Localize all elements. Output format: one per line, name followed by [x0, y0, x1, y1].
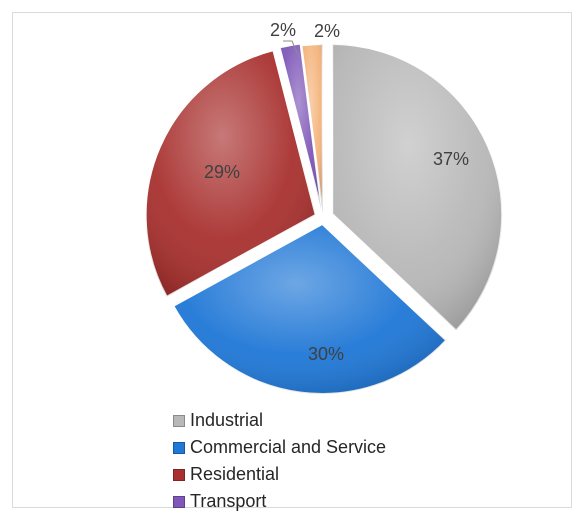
legend-label-commercial: Commercial and Service — [190, 437, 387, 457]
data-label-other: 2% — [314, 21, 340, 41]
legend-swatch-transport — [173, 495, 185, 508]
legend-label-industrial: Industrial — [190, 410, 264, 430]
data-label-residential: 29% — [204, 162, 240, 182]
legend-item-transport: Transport — [173, 488, 386, 515]
legend-label-transport: Transport — [190, 491, 267, 511]
pie-chart: 37% 30% 29% 2% 2% — [144, 20, 504, 395]
pie-slice-shading-other — [301, 44, 323, 215]
pie-data-labels: 37% 30% 29% 2% 2% — [204, 20, 469, 364]
legend: Industrial Commercial and Service Reside… — [173, 407, 386, 515]
chart-area: 37% 30% 29% 2% 2% Industrial Commercial and … — [12, 12, 572, 511]
legend-item-residential: Residential — [173, 461, 386, 488]
data-label-transport: 2% — [270, 20, 296, 40]
pie-slice-shading-industrial — [332, 44, 503, 331]
legend-item-industrial: Industrial — [173, 407, 386, 434]
pie-slice-shading-commercial — [173, 223, 447, 394]
data-label-industrial: 37% — [433, 149, 469, 169]
pie-slice-shading-residential — [145, 50, 316, 297]
leader-line-transport — [283, 40, 300, 58]
pie-slice-shading-transport — [279, 43, 322, 213]
legend-label-residential: Residential — [190, 464, 280, 484]
legend-swatch-commercial — [173, 441, 185, 454]
pie-slices — [144, 42, 504, 395]
legend-swatch-residential — [173, 468, 185, 481]
legend-item-commercial: Commercial and Service — [173, 434, 386, 461]
legend-swatch-industrial — [173, 414, 185, 427]
data-label-commercial: 30% — [308, 344, 344, 364]
